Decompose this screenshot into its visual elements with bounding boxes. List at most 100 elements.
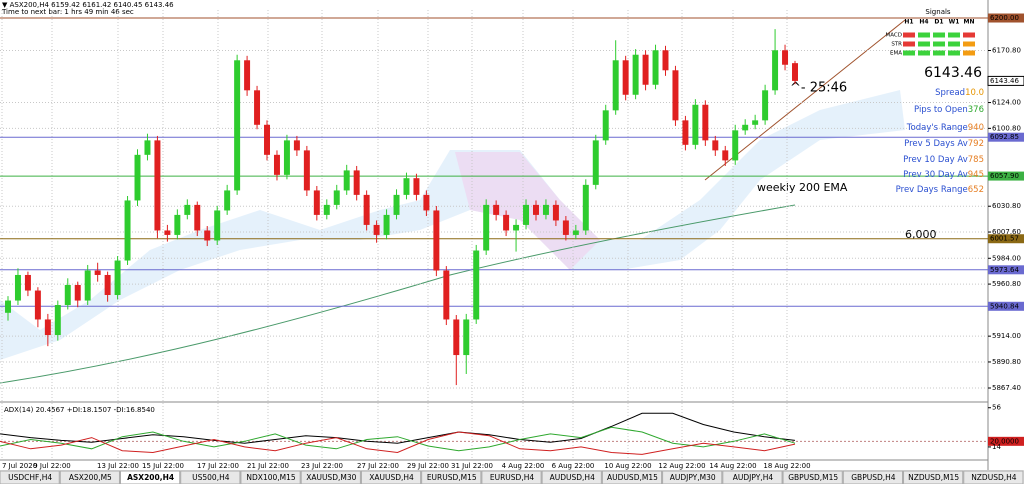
date-label: 10 Aug 22:00 [604, 462, 651, 470]
candle-body [24, 274, 31, 291]
symbol-tab[interactable] [842, 470, 904, 484]
signals-title: Signals [925, 8, 951, 16]
symbol-tab[interactable] [0, 470, 60, 484]
symbol-tab[interactable] [722, 470, 783, 484]
info-row: Prev 5 Days Av792 [904, 139, 984, 149]
candle-body [104, 274, 111, 295]
info-label: Prev 5 Days Av [904, 139, 968, 149]
level-label: 6001.57 [990, 235, 1019, 243]
symbol-tab-label[interactable]: US500,H4 [192, 473, 230, 482]
candle-body [64, 284, 71, 306]
date-label: 31 Jul 22:00 [451, 462, 493, 470]
symbol-tab-label[interactable]: AUDJPY,H4 [733, 473, 774, 482]
candle-body [542, 204, 549, 215]
symbol-tab[interactable] [481, 470, 542, 484]
candle-body [393, 194, 400, 215]
date-label: 17 Jul 22:00 [197, 462, 239, 470]
info-value: 10.0 [965, 88, 984, 98]
symbol-tab[interactable] [360, 470, 422, 484]
date-label: 27 Jul 22:00 [357, 462, 399, 470]
symbol-tab[interactable] [180, 470, 241, 484]
symbol-tab[interactable] [119, 470, 181, 484]
symbol-tab-label[interactable]: NZDUSD,H4 [971, 473, 1017, 482]
symbol-tab[interactable] [541, 470, 602, 484]
candle-body [264, 124, 271, 155]
info-label: Prev Days Range [896, 185, 968, 195]
candle-body [722, 150, 729, 161]
level-box [988, 234, 1024, 244]
signal-name: STR [891, 42, 902, 48]
symbol-tab-label[interactable]: EURUSD,M15 [427, 473, 477, 482]
symbol-tab-label[interactable]: GBPUSD,H4 [851, 473, 896, 482]
symbol-tab-label[interactable]: AUDUSD,M15 [607, 473, 658, 482]
symbol-tab-label[interactable]: GBPUSD,M15 [788, 473, 838, 482]
candle-body [403, 178, 410, 195]
candle-body [772, 50, 779, 91]
symbol-tab-label[interactable]: USDCHF,H4 [8, 473, 52, 482]
symbol-tab[interactable] [963, 470, 1024, 484]
date-label: 6 Aug 22:00 [552, 462, 595, 470]
info-label: Spread [935, 88, 965, 98]
candle-body [732, 130, 739, 161]
ema-line [0, 204, 796, 384]
symbol-tab-label[interactable]: AUDJPY,M30 [670, 473, 716, 482]
candle-body [552, 204, 559, 221]
symbol-tab[interactable] [903, 470, 964, 484]
signal-timeframe: H4 [919, 19, 928, 26]
signal-name: EMA [890, 51, 902, 57]
candle-body [762, 90, 769, 121]
signal-box [918, 50, 930, 56]
signal-name: MACD [886, 33, 903, 39]
symbol-tab-label[interactable]: XAUUSD,M30 [306, 473, 356, 482]
candle-body [503, 214, 510, 231]
candle-body [463, 319, 470, 356]
candle-body [453, 319, 460, 356]
symbol-tab[interactable] [662, 470, 723, 484]
candle-body [164, 230, 171, 235]
indicator-line [0, 412, 796, 444]
symbol-tab-label[interactable]: NDX100,M15 [246, 473, 295, 482]
candle-body [224, 190, 231, 211]
candle-body [5, 300, 11, 313]
symbol-tab-label[interactable]: EURUSD,H4 [490, 473, 534, 482]
symbol-tab[interactable] [782, 470, 843, 484]
candle-body [582, 184, 589, 231]
trend-line [704, 19, 906, 181]
date-label: 7 Jul 2020 [2, 462, 37, 470]
symbol-tab-label[interactable]: XAUUSD,H4 [369, 473, 414, 482]
candle-body [34, 290, 41, 320]
indicator-tick-label: 56 [992, 404, 1001, 412]
level-note: 6,000 [905, 228, 937, 241]
info-value: 945 [968, 170, 984, 180]
info-label: Prev 30 Day Av [903, 170, 968, 180]
symbol-tab-label[interactable]: ASX200,H4 [127, 473, 174, 482]
candle-body [523, 204, 530, 225]
candle-body [622, 60, 629, 95]
candle-body [194, 204, 201, 231]
symbol-tab[interactable] [300, 470, 361, 484]
date-label: 29 Jul 22:00 [407, 462, 449, 470]
price-tick-label: 6170.80 [992, 46, 1021, 54]
symbol-tab-label[interactable]: ASX200,M5 [69, 473, 112, 482]
candle-body [513, 224, 520, 231]
symbol-tab-label[interactable]: AUDUSD,H4 [550, 473, 595, 482]
level-box [988, 301, 1024, 311]
candle-body [303, 150, 310, 191]
candle-body [672, 70, 679, 121]
info-row: Prev 10 Day Av785 [903, 155, 984, 165]
candle-body [124, 200, 131, 261]
signal-timeframe: D1 [934, 19, 943, 26]
candle-body [373, 224, 380, 235]
symbol-tab[interactable] [601, 470, 663, 484]
level-box [988, 171, 1024, 181]
signal-box [948, 32, 960, 38]
candle-body [662, 50, 669, 71]
info-value: 785 [968, 155, 984, 165]
info-label: Prev 10 Day Av [903, 155, 968, 165]
symbol-tab-label[interactable]: NZDUSD,M15 [908, 473, 959, 482]
symbol-tab[interactable] [59, 470, 120, 484]
date-label: 9 Jul 22:00 [33, 462, 71, 470]
symbol-tab[interactable] [421, 470, 482, 484]
symbol-tab[interactable] [240, 470, 301, 484]
signal-box [903, 41, 915, 47]
